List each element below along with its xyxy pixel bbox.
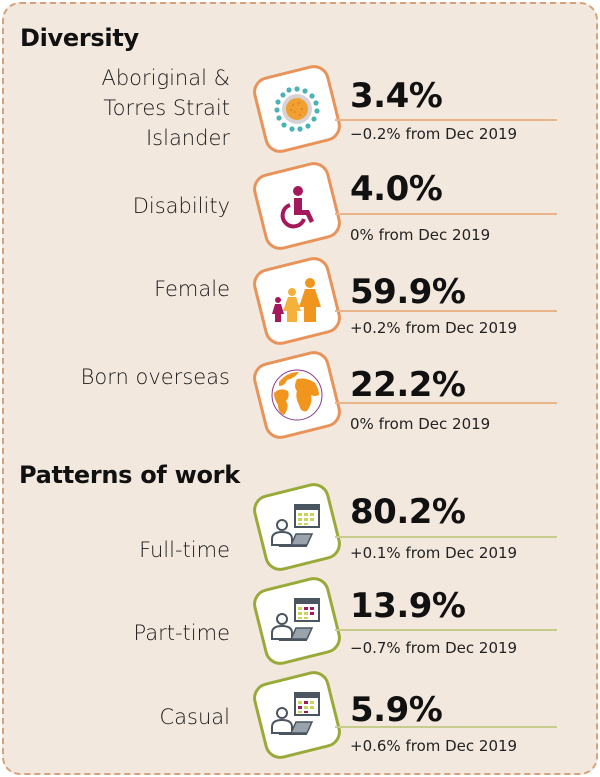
- wheelchair-icon: [280, 186, 314, 229]
- icon-tile: [249, 158, 345, 254]
- icon-tile: [249, 61, 345, 157]
- divider: [335, 213, 557, 215]
- stat-label: Disability: [132, 194, 230, 218]
- aboriginal-dot-art-icon: [274, 86, 320, 132]
- stat-change: −0.7% from Dec 2019: [350, 639, 518, 657]
- stat-value: 5.9%: [350, 690, 443, 730]
- stat-value: 4.0%: [350, 169, 443, 209]
- icon-tile: [249, 667, 345, 763]
- icon-tile: [249, 479, 345, 575]
- stat-value: 3.4%: [350, 76, 443, 116]
- stat-change: 0% from Dec 2019: [350, 415, 491, 433]
- stat-label: Born overseas: [80, 365, 230, 389]
- stat-label: Casual: [159, 705, 231, 729]
- icon-tile: [249, 347, 345, 443]
- stat-change: −0.2% from Dec 2019: [350, 125, 518, 143]
- stat-label: Aboriginal & Torres Strait Islander: [101, 63, 230, 153]
- stat-label: Part-time: [133, 621, 230, 645]
- stat-change: +0.2% from Dec 2019: [350, 319, 518, 337]
- label-line: Aboriginal &: [101, 66, 230, 90]
- globe-icon: [271, 369, 323, 421]
- stat-change: +0.6% from Dec 2019: [350, 737, 518, 755]
- label-line: Torres Strait: [103, 96, 230, 120]
- label-line: Islander: [145, 126, 230, 150]
- section-title-patterns-of-work: Patterns of work: [19, 461, 240, 489]
- icon-tile: [249, 573, 345, 669]
- divider: [335, 536, 557, 538]
- divider: [335, 402, 557, 404]
- divider: [335, 119, 557, 121]
- female-figures-icon: [272, 278, 321, 322]
- section-title-diversity: Diversity: [20, 24, 139, 52]
- stat-change: +0.1% from Dec 2019: [350, 544, 518, 562]
- person-laptop-calendar-icon: [271, 598, 320, 641]
- person-laptop-calendar-icon: [271, 504, 320, 547]
- divider: [335, 726, 557, 728]
- stat-value: 80.2%: [350, 492, 466, 532]
- person-laptop-calendar-icon: [271, 692, 320, 735]
- stat-value: 13.9%: [350, 586, 466, 626]
- stat-label: Female: [154, 277, 230, 301]
- divider: [335, 310, 557, 312]
- stat-change: 0% from Dec 2019: [350, 226, 491, 244]
- icon-tile: [249, 253, 345, 349]
- stat-value: 22.2%: [350, 365, 466, 405]
- divider: [335, 629, 557, 631]
- stat-label: Full-time: [139, 538, 230, 562]
- stat-value: 59.9%: [350, 272, 466, 312]
